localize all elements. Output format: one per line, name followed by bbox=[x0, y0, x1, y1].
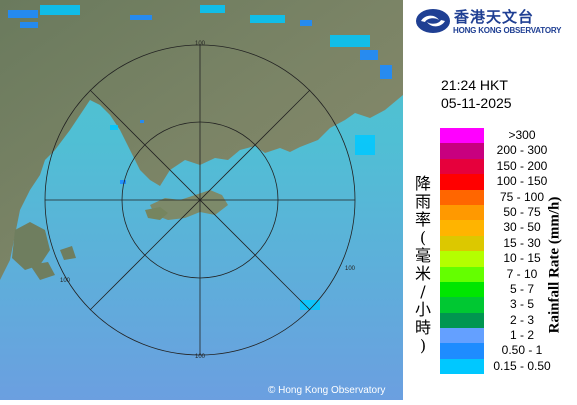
mainland-landmass bbox=[0, 0, 403, 280]
legend-label: 50 - 75 bbox=[503, 204, 541, 219]
legend-swatch bbox=[440, 204, 484, 221]
legend-swatch bbox=[440, 266, 484, 282]
legend-label: 15 - 30 bbox=[503, 235, 541, 250]
org-name-cn: 香港天文台 bbox=[454, 8, 535, 26]
legend-swatch bbox=[440, 281, 484, 298]
legend-swatch bbox=[440, 189, 484, 205]
range-ring-label-west: 100 bbox=[60, 278, 71, 284]
legend-label: 150 - 200 bbox=[496, 158, 548, 173]
observation-date: 05-11-2025 bbox=[441, 95, 512, 111]
range-rings bbox=[44, 44, 356, 356]
legend-panel: 香港天文台 HONG KONG OBSERVATORY 21:24 HKT 05… bbox=[403, 0, 577, 400]
island-cluster bbox=[30, 246, 76, 280]
legend-label: 0.50 - 1 bbox=[501, 343, 543, 358]
radar-echoes-light bbox=[40, 5, 375, 310]
radar-map: 100 100 100 100 © Hong Kong Observatory bbox=[0, 0, 403, 400]
legend-label: 200 - 300 bbox=[496, 143, 548, 158]
legend-label: 30 - 50 bbox=[503, 220, 541, 235]
legend-swatch bbox=[440, 343, 484, 359]
observation-time: 21:24 HKT bbox=[441, 77, 508, 93]
unit-label-en: Rainfall Rate (mm/h) bbox=[546, 196, 563, 334]
legend-label: 100 - 150 bbox=[496, 174, 548, 189]
radar-map-image: 100 100 100 100 bbox=[0, 0, 403, 400]
legend-swatch bbox=[440, 251, 484, 267]
legend-label: 10 - 15 bbox=[503, 251, 541, 266]
legend-label: 2 - 3 bbox=[509, 312, 534, 327]
legend-swatch bbox=[440, 143, 484, 159]
range-ring-label-north: 100 bbox=[195, 41, 206, 47]
range-ring-label-east: 100 bbox=[345, 266, 356, 272]
legend-label: 3 - 5 bbox=[509, 297, 534, 312]
legend-swatch bbox=[440, 297, 484, 313]
legend-swatch bbox=[440, 358, 484, 375]
hko-logo-icon bbox=[416, 9, 450, 33]
legend-label: 0.15 - 0.50 bbox=[493, 358, 551, 373]
legend-swatch bbox=[440, 220, 484, 236]
unit-label-en-wrapper: Rainfall Rate (mm/h) bbox=[540, 180, 570, 350]
legend-label: 75 - 100 bbox=[499, 189, 545, 204]
legend-swatch bbox=[440, 328, 484, 344]
range-ring-label-south: 100 bbox=[195, 354, 206, 360]
hk-island-landmass bbox=[150, 190, 228, 220]
legend-label: 5 - 7 bbox=[509, 281, 534, 296]
legend-swatch bbox=[440, 174, 484, 190]
unit-label-cn: 降雨率(毫米 / 小時) bbox=[414, 174, 431, 355]
legend-label: >300 bbox=[508, 128, 536, 142]
legend-swatch bbox=[440, 158, 484, 175]
org-name-en: HONG KONG OBSERVATORY bbox=[453, 26, 562, 35]
legend-swatch bbox=[440, 235, 484, 252]
radar-echoes bbox=[8, 10, 392, 184]
legend-swatch bbox=[440, 128, 484, 144]
copyright-text: © Hong Kong Observatory bbox=[268, 385, 386, 396]
west-coast-island bbox=[12, 222, 50, 270]
legend-label: 7 - 10 bbox=[506, 266, 538, 281]
legend-swatch bbox=[440, 312, 484, 329]
legend-label: 1 - 2 bbox=[509, 328, 534, 343]
lantau-landmass bbox=[145, 207, 168, 220]
